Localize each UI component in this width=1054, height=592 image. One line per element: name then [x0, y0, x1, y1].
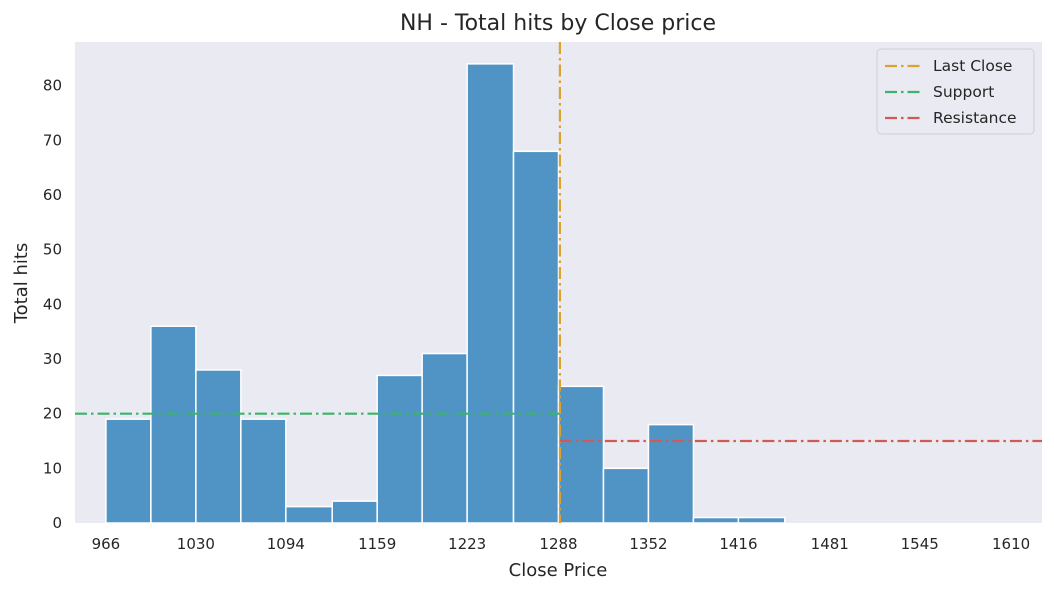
- legend: Last Close Support Resistance: [876, 48, 1035, 135]
- bars: [105, 63, 786, 524]
- y-tick-label: 20: [43, 405, 62, 423]
- x-tick-label: 1610: [992, 535, 1030, 553]
- y-axis-ticks: 0 10 20 30 40 50 60 70 80: [43, 77, 62, 532]
- y-tick-label: 60: [43, 186, 62, 204]
- x-tick-label: 1030: [177, 535, 215, 553]
- bar-1288: [557, 385, 605, 524]
- x-tick-label: 1352: [629, 535, 667, 553]
- y-tick-label: 50: [43, 241, 62, 259]
- x-tick-label: 1545: [901, 535, 939, 553]
- y-tick-label: 10: [43, 459, 62, 477]
- x-axis-ticks: 966 1030 1094 1159 1223 1288 1352 1416 1481 1545 1…: [92, 535, 1031, 553]
- y-tick-label: 30: [43, 350, 62, 368]
- x-tick-label: 1481: [811, 535, 849, 553]
- x-tick-label: 1223: [448, 535, 486, 553]
- bar-1320: [602, 467, 650, 524]
- bar-1191: [421, 352, 468, 524]
- bar-1256: [512, 150, 560, 524]
- y-axis-label: Total hits: [11, 243, 32, 325]
- bar-1416: [737, 516, 786, 524]
- bar-966: [105, 418, 152, 524]
- bar-1159: [376, 374, 423, 524]
- legend-label: Last Close: [933, 57, 1012, 75]
- y-tick-label: 0: [52, 514, 62, 532]
- legend-label: Support: [933, 83, 994, 101]
- bar-1062: [240, 418, 287, 524]
- x-tick-label: 966: [92, 535, 121, 553]
- bar-1127: [331, 500, 378, 524]
- reference-lines: [75, 42, 1042, 523]
- x-tick-label: 1416: [719, 535, 757, 553]
- bar-1223: [466, 63, 515, 524]
- x-tick-label: 1094: [267, 535, 305, 553]
- bar-1094: [285, 505, 333, 524]
- bar-1030: [195, 369, 242, 524]
- x-tick-label: 1159: [358, 535, 396, 553]
- bar-1352: [647, 423, 695, 524]
- bar-1384: [692, 516, 740, 524]
- legend-label: Resistance: [933, 109, 1017, 127]
- y-tick-label: 80: [43, 77, 62, 95]
- bar-998: [150, 325, 197, 524]
- legend-box: [876, 48, 1035, 135]
- y-tick-label: 70: [43, 131, 62, 149]
- x-axis-label: Close Price: [509, 560, 608, 581]
- x-tick-label: 1288: [539, 535, 577, 553]
- chart-title: NH - Total hits by Close price: [400, 11, 716, 36]
- y-tick-label: 40: [43, 295, 62, 313]
